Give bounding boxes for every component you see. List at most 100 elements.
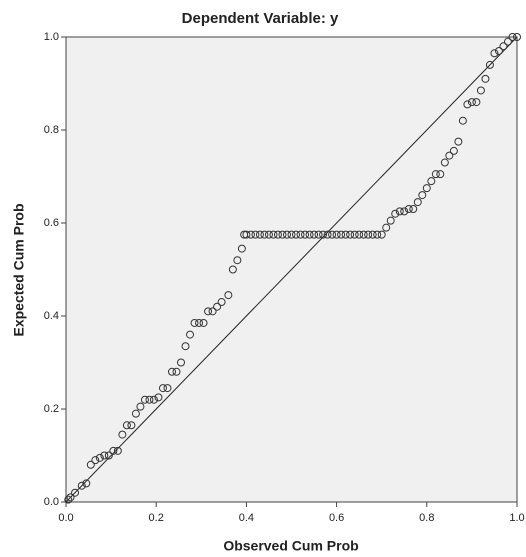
- point: [503, 37, 512, 46]
- point: [172, 367, 181, 376]
- point: [314, 230, 323, 239]
- point: [328, 230, 337, 239]
- point: [118, 430, 127, 439]
- point: [418, 191, 427, 200]
- point: [508, 33, 517, 41]
- point: [341, 230, 350, 239]
- point: [158, 384, 167, 393]
- point: [109, 446, 118, 455]
- point: [167, 367, 176, 376]
- point: [323, 230, 332, 239]
- point: [136, 402, 145, 411]
- point: [359, 230, 368, 239]
- point: [66, 493, 75, 502]
- point: [71, 488, 80, 497]
- point: [368, 230, 377, 239]
- point: [449, 146, 458, 155]
- point: [400, 207, 409, 216]
- x-tick-label: 0.2: [149, 512, 164, 524]
- point: [122, 421, 131, 430]
- point: [177, 358, 186, 367]
- point: [82, 479, 91, 488]
- point: [427, 177, 436, 186]
- point: [346, 230, 355, 239]
- point: [131, 409, 140, 418]
- point: [260, 230, 269, 239]
- point: [364, 230, 373, 239]
- point: [163, 384, 172, 393]
- y-tick-label: 1.0: [44, 31, 59, 43]
- point: [204, 307, 213, 316]
- point: [91, 456, 100, 465]
- point: [490, 49, 499, 58]
- point: [350, 230, 359, 239]
- point: [458, 116, 467, 125]
- point: [246, 230, 255, 239]
- x-tick-label: 0.4: [239, 512, 254, 524]
- point: [264, 230, 273, 239]
- y-tick-label: 0.4: [44, 310, 59, 322]
- point: [190, 318, 199, 327]
- point: [86, 460, 95, 469]
- point: [445, 151, 454, 160]
- point: [409, 205, 418, 214]
- point: [282, 230, 291, 239]
- point: [301, 230, 310, 239]
- point: [251, 230, 260, 239]
- point: [186, 330, 195, 339]
- point: [145, 395, 154, 404]
- point: [373, 230, 382, 239]
- y-tick-label: 0.2: [44, 403, 59, 415]
- point: [377, 230, 386, 239]
- x-tick-label: 0.6: [329, 512, 344, 524]
- x-tick-label: 0.0: [58, 512, 73, 524]
- point: [95, 453, 104, 462]
- point: [499, 42, 508, 51]
- point: [494, 46, 503, 55]
- point: [391, 209, 400, 218]
- point: [273, 230, 282, 239]
- point: [382, 223, 391, 232]
- point: [481, 74, 490, 83]
- x-axis-label: Observed Cum Prob: [223, 538, 358, 554]
- point: [208, 307, 217, 316]
- point: [77, 481, 86, 490]
- point: [440, 158, 449, 167]
- point: [217, 298, 226, 307]
- y-tick-label: 0.6: [44, 217, 59, 229]
- y-tick-label: 0.0: [44, 496, 59, 508]
- point: [319, 230, 328, 239]
- point: [476, 86, 485, 95]
- point: [305, 230, 314, 239]
- point: [199, 318, 208, 327]
- y-axis-label: Expected Cum Prob: [11, 203, 27, 336]
- point: [255, 230, 264, 239]
- point: [233, 256, 242, 265]
- point: [513, 33, 521, 41]
- point: [224, 291, 233, 300]
- point: [213, 302, 222, 311]
- point: [278, 230, 287, 239]
- point: [127, 421, 136, 430]
- point: [355, 230, 364, 239]
- chart-title: Dependent Variable: y: [182, 10, 339, 27]
- point: [404, 205, 413, 214]
- point: [463, 100, 472, 109]
- x-tick-label: 1.0: [509, 512, 524, 524]
- point: [386, 216, 395, 225]
- x-tick-label: 0.8: [419, 512, 434, 524]
- point: [422, 184, 431, 193]
- point: [237, 244, 246, 253]
- point: [64, 495, 73, 504]
- point: [431, 170, 440, 179]
- point: [454, 137, 463, 146]
- point: [292, 230, 301, 239]
- point: [296, 230, 305, 239]
- point: [332, 230, 341, 239]
- point: [228, 265, 237, 274]
- point: [472, 98, 481, 107]
- point: [100, 451, 109, 460]
- point: [104, 451, 113, 460]
- point: [195, 318, 204, 327]
